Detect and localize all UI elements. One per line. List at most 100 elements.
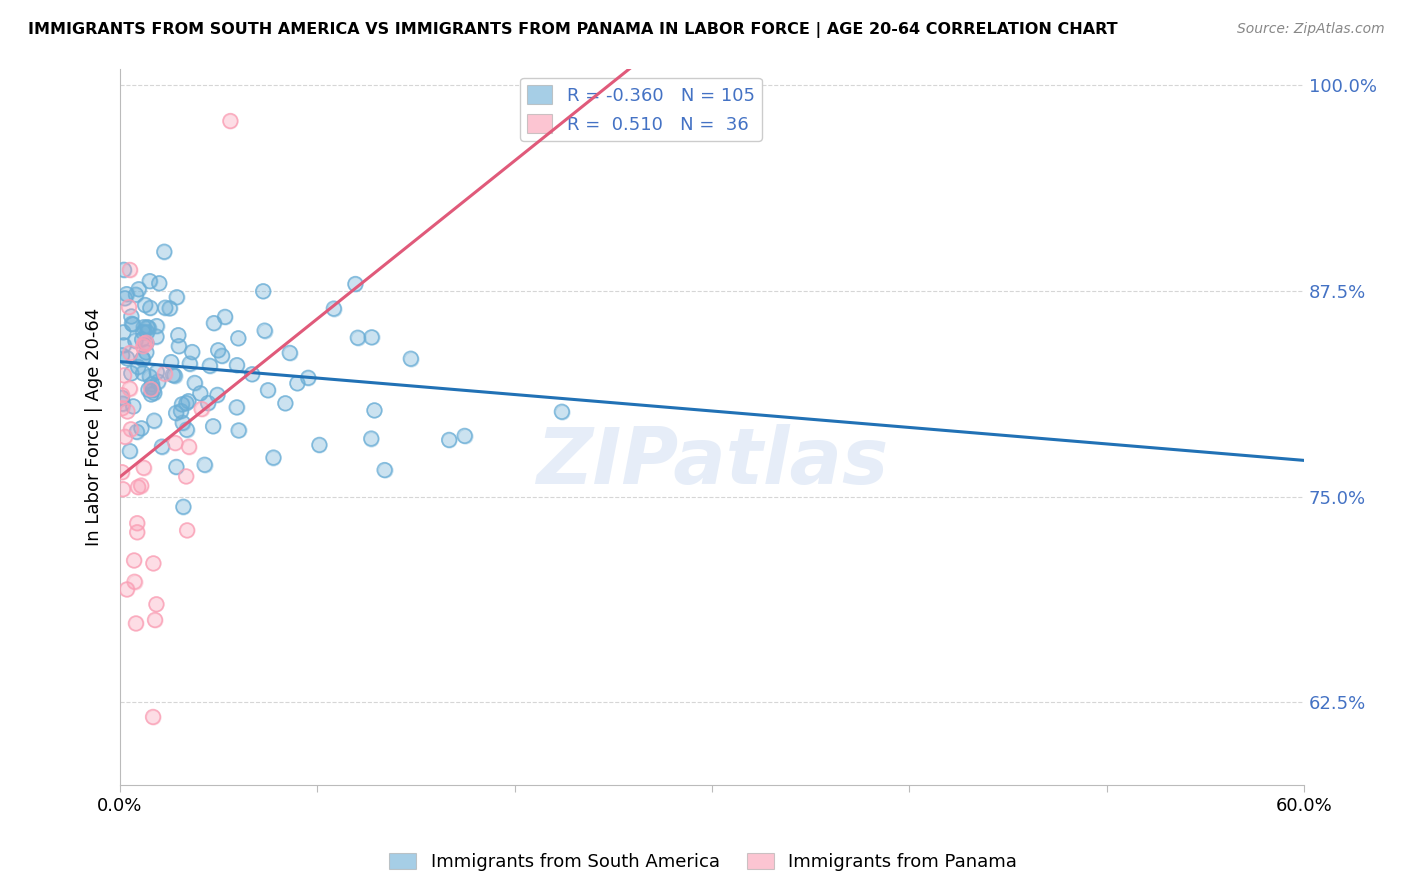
Point bbox=[118, 263, 141, 277]
Point bbox=[143, 414, 166, 428]
Point bbox=[145, 319, 167, 334]
Point bbox=[202, 316, 225, 330]
Point bbox=[138, 274, 160, 288]
Point bbox=[111, 391, 134, 405]
Point bbox=[150, 440, 173, 454]
Point bbox=[132, 339, 155, 353]
Point bbox=[155, 301, 177, 315]
Point bbox=[181, 345, 204, 359]
Point bbox=[120, 422, 142, 436]
Point bbox=[141, 377, 163, 392]
Point bbox=[551, 405, 574, 419]
Point bbox=[263, 450, 285, 465]
Point bbox=[170, 404, 193, 418]
Point bbox=[253, 324, 276, 338]
Point bbox=[437, 433, 460, 447]
Point bbox=[346, 331, 368, 345]
Point bbox=[278, 346, 301, 360]
Point bbox=[225, 358, 247, 372]
Point bbox=[124, 574, 146, 589]
Point bbox=[297, 370, 319, 384]
Point bbox=[115, 287, 138, 301]
Point bbox=[121, 317, 143, 331]
Point bbox=[136, 320, 159, 334]
Point bbox=[122, 553, 145, 567]
Point bbox=[118, 382, 141, 396]
Point bbox=[131, 421, 153, 435]
Point bbox=[145, 319, 167, 334]
Point bbox=[135, 336, 157, 351]
Point bbox=[118, 300, 141, 314]
Point bbox=[112, 338, 135, 352]
Point bbox=[122, 553, 145, 567]
Point bbox=[114, 291, 136, 305]
Point bbox=[211, 349, 233, 363]
Point bbox=[167, 328, 190, 343]
Point bbox=[142, 710, 165, 724]
Point bbox=[197, 396, 219, 410]
Point bbox=[112, 326, 135, 340]
Legend: Immigrants from South America, Immigrants from Panama: Immigrants from South America, Immigrant… bbox=[382, 846, 1024, 879]
Point bbox=[143, 385, 166, 400]
Point bbox=[194, 458, 217, 472]
Point bbox=[115, 582, 138, 597]
Point bbox=[122, 318, 145, 332]
Point bbox=[207, 388, 229, 402]
Point bbox=[131, 333, 153, 347]
Point bbox=[219, 114, 242, 128]
Point bbox=[122, 318, 145, 332]
Point bbox=[263, 450, 285, 465]
Point bbox=[167, 339, 190, 353]
Point bbox=[360, 330, 382, 344]
Point bbox=[120, 346, 142, 360]
Point bbox=[118, 444, 141, 458]
Point bbox=[127, 516, 149, 531]
Point bbox=[138, 369, 160, 384]
Point bbox=[207, 388, 229, 402]
Point bbox=[139, 382, 162, 396]
Point bbox=[207, 343, 229, 358]
Point bbox=[177, 394, 200, 409]
Point bbox=[127, 480, 149, 494]
Point bbox=[143, 385, 166, 400]
Point bbox=[160, 355, 183, 369]
Point bbox=[111, 388, 134, 402]
Point bbox=[135, 335, 157, 350]
Point bbox=[141, 380, 163, 394]
Point bbox=[225, 401, 247, 415]
Point bbox=[129, 478, 152, 492]
Point bbox=[373, 463, 395, 477]
Point bbox=[179, 357, 201, 371]
Point bbox=[134, 336, 156, 351]
Point bbox=[111, 348, 134, 362]
Point bbox=[176, 524, 198, 538]
Point bbox=[183, 376, 205, 390]
Point bbox=[172, 416, 194, 430]
Point bbox=[139, 387, 162, 401]
Point bbox=[112, 368, 135, 383]
Point bbox=[117, 404, 139, 418]
Point bbox=[274, 396, 297, 410]
Point bbox=[167, 328, 190, 343]
Point bbox=[252, 285, 274, 299]
Point bbox=[139, 301, 162, 315]
Point bbox=[360, 330, 382, 344]
Point bbox=[138, 320, 160, 334]
Point bbox=[150, 440, 173, 454]
Point bbox=[166, 290, 188, 304]
Point bbox=[132, 367, 155, 381]
Point bbox=[131, 351, 153, 366]
Point bbox=[111, 482, 134, 496]
Point bbox=[163, 368, 186, 383]
Point bbox=[114, 430, 136, 444]
Point bbox=[360, 432, 382, 446]
Point bbox=[120, 367, 142, 381]
Point bbox=[153, 367, 176, 381]
Point bbox=[153, 367, 176, 381]
Point bbox=[128, 282, 150, 296]
Point bbox=[226, 331, 249, 345]
Point bbox=[124, 334, 146, 348]
Point bbox=[363, 403, 385, 417]
Point bbox=[111, 348, 134, 362]
Point bbox=[112, 262, 135, 277]
